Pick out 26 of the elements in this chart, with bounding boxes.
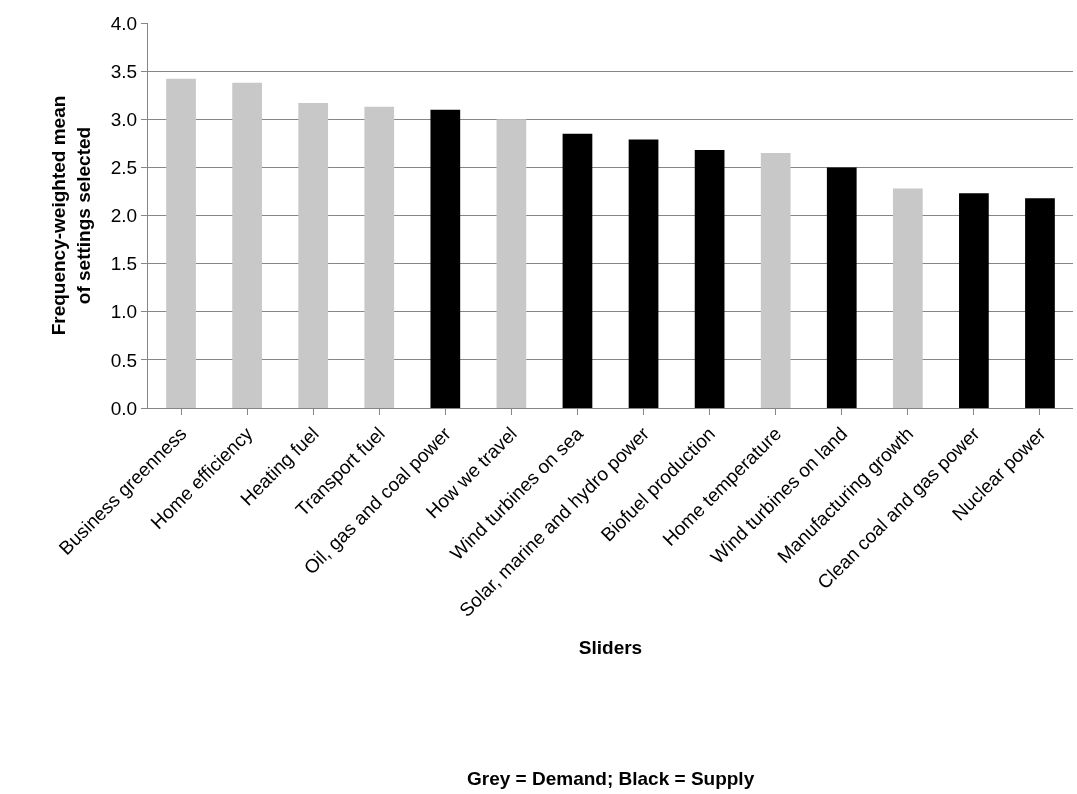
y-tick-label: 1.5 (110, 253, 138, 275)
y-tick-label: 0.0 (110, 397, 138, 419)
bar (562, 133, 593, 408)
bar (826, 167, 857, 408)
y-tick-label: 1.0 (110, 301, 138, 323)
bar (694, 150, 725, 408)
y-tick-label: 2.5 (110, 157, 138, 179)
bar (628, 139, 659, 408)
bar (959, 193, 989, 408)
bar (166, 78, 196, 408)
y-tick-label: 4.0 (110, 12, 138, 34)
bar (892, 188, 923, 408)
y-tick-label: 0.5 (110, 349, 138, 371)
bar (496, 119, 527, 408)
y-tick-label: 3.0 (110, 108, 138, 130)
bar (430, 109, 461, 408)
bar (1025, 198, 1055, 408)
bar (232, 82, 262, 408)
y-tick-label: 2.0 (110, 205, 138, 227)
text: Grey = Demand; Black = Supply (467, 768, 755, 789)
y-axis-title: Frequency-weighted mean of settings selected (47, 95, 94, 336)
bar (760, 152, 791, 408)
bar (364, 106, 395, 408)
bar (298, 102, 329, 408)
x-axis-title: Sliders (578, 636, 643, 658)
y-tick-label: 3.5 (110, 60, 138, 82)
